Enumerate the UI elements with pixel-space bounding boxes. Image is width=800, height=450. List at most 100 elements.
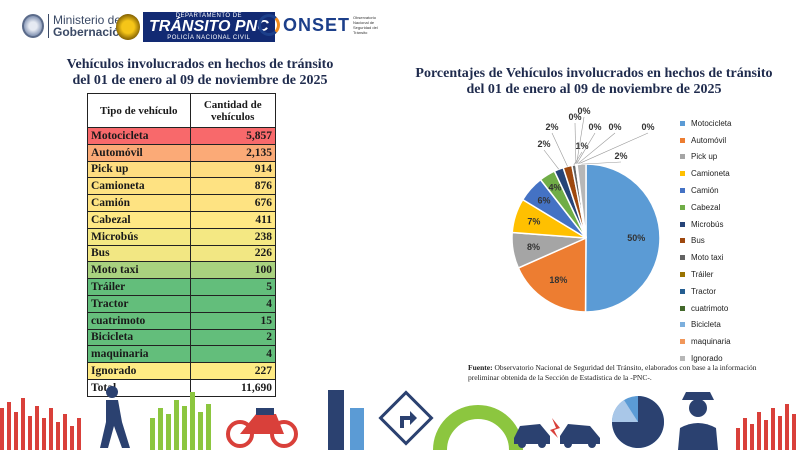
pie-slice-label: 50% (627, 233, 645, 243)
row-type: Ignorado (87, 362, 191, 380)
pie-leader-line (573, 151, 583, 166)
row-type: Motocicleta (87, 127, 191, 145)
header-qty: Cantidad de vehículos (189, 93, 277, 128)
pie-slice-label: 8% (527, 242, 540, 252)
legend-swatch (680, 288, 685, 294)
legend-label: Pick up (691, 152, 718, 162)
onset-logo: ONSET Observatorio Nacional de Seguridad… (258, 14, 381, 36)
row-type: Tráiler (87, 278, 191, 296)
row-type: Pick up (87, 160, 191, 179)
pie-leader-line (575, 132, 596, 165)
table-row: maquinaria 4 (87, 345, 277, 364)
pie-legend: Motocicleta Automóvil Pick up Camioneta Cami… (680, 115, 731, 367)
table-title-line1: Vehículos involucrados en hechos de trán… (66, 57, 334, 72)
legend-swatch (680, 356, 685, 362)
gobernacion-line2: Gobernación (53, 25, 128, 39)
table-row: Moto taxi 100 (87, 261, 277, 280)
pie-slice-label: 0% (588, 122, 601, 132)
pie-title: Porcentajes de Vehículos involucrados en… (388, 66, 800, 98)
row-type: cuatrimoto (87, 311, 191, 330)
source-label: Fuente: (468, 363, 493, 372)
pie-leader-line (576, 132, 616, 165)
row-type: Bicicleta (87, 328, 191, 347)
legend-item: Moto taxi (680, 249, 731, 266)
row-qty: 676 (189, 194, 277, 212)
green-bars-graphic (150, 392, 211, 450)
legend-item: Microbús (680, 216, 731, 233)
pedestrian-icon (100, 386, 130, 448)
table-row: Motocicleta 5,857 (87, 127, 277, 145)
row-qty: 227 (189, 362, 277, 380)
row-type: Moto taxi (87, 261, 191, 280)
blue-bar-graphic (328, 390, 344, 450)
legend-swatch (680, 154, 685, 160)
table-row: cuatrimoto 15 (87, 311, 277, 330)
table-title-line2: del 01 de enero al 09 de noviembre de 20… (72, 73, 328, 88)
table-row: Tractor 4 (87, 294, 277, 313)
legend-swatch (680, 171, 685, 177)
legend-swatch (680, 305, 685, 311)
pie-slice-label: 0% (577, 106, 590, 116)
legend-swatch (680, 238, 685, 244)
table-row: Microbús 238 (87, 227, 277, 246)
pie-slice-label: 2% (545, 122, 558, 132)
onset-name: ONSET (283, 14, 351, 35)
legend-label: Tráiler (691, 270, 714, 280)
table-row: Pick up 914 (87, 160, 277, 179)
row-type: Automóvil (87, 143, 191, 162)
pnc-badge-icon (116, 14, 140, 40)
gobernacion-line1: Ministerio de (53, 13, 122, 27)
row-type: Bus (87, 244, 191, 263)
row-qty: 876 (189, 177, 277, 196)
red-bars-graphic (0, 398, 81, 450)
legend-item: Cabezal (680, 199, 731, 216)
legend-label: maquinaria (691, 337, 731, 347)
legend-swatch (680, 272, 685, 278)
legend-item: Camioneta (680, 165, 731, 182)
legend-label: Microbús (691, 219, 724, 229)
legend-item: Automóvil (680, 132, 731, 149)
pnc-logo-text: DEPARTAMENTO DE TRÁNSITO PNC POLICÍA NAC… (143, 12, 275, 42)
gobernacion-logo: Ministerio de Gobernación (22, 14, 127, 38)
pie-slice-label: 4% (548, 183, 561, 193)
row-qty: 5 (189, 278, 277, 296)
legend-label: Camión (691, 186, 719, 196)
legend-swatch (680, 204, 685, 210)
pie-slice-label: 0% (568, 112, 581, 122)
table-row: Ignorado 227 (87, 362, 277, 380)
pnc-top: DEPARTAMENTO DE (175, 13, 243, 19)
legend-item: Camión (680, 182, 731, 199)
table-row: Bicicleta 2 (87, 328, 277, 347)
pie-slice-label: 1% (575, 141, 588, 151)
pie-title-line2: del 01 de enero al 09 de noviembre de 20… (466, 82, 722, 97)
vehicle-table: Tipo de vehículo Cantidad de vehículos M… (87, 93, 277, 397)
row-qty: 5,857 (189, 127, 277, 145)
source-text: Observatorio Nacional de Seguridad del T… (468, 363, 757, 382)
pnc-logo: DEPARTAMENTO DE TRÁNSITO PNC POLICÍA NAC… (116, 12, 275, 42)
pie-slice (584, 163, 661, 313)
legend-item: maquinaria (680, 333, 731, 350)
legend-label: Tractor (691, 286, 717, 296)
pie-leader-line (543, 149, 559, 170)
source-note: Fuente: Observatorio Nacional de Segurid… (468, 363, 786, 383)
row-type: Cabezal (87, 210, 191, 229)
legend-swatch (680, 137, 685, 143)
onset-sub: Observatorio Nacional de Seguridad del T… (353, 15, 378, 35)
pie-slice-label: 2% (537, 139, 550, 149)
pie-slice (517, 236, 587, 313)
legend-label: Ignorado (691, 354, 723, 364)
legend-item: Tractor (680, 283, 731, 300)
legend-item: Motocicleta (680, 115, 731, 132)
header-type: Tipo de vehículo (87, 93, 191, 128)
pie-leader-line (576, 116, 585, 165)
row-qty: 2 (189, 328, 277, 347)
pie-leader-line (576, 132, 649, 165)
legend-swatch (680, 255, 685, 261)
table-header-row: Tipo de vehículo Cantidad de vehículos (87, 93, 277, 128)
row-type: Camión (87, 194, 191, 212)
legend-label: Moto taxi (691, 253, 724, 263)
footer-illustrations (0, 386, 796, 450)
legend-label: Automóvil (691, 135, 727, 145)
table-row: Cabezal 411 (87, 210, 277, 229)
light-bar-graphic (350, 408, 364, 450)
